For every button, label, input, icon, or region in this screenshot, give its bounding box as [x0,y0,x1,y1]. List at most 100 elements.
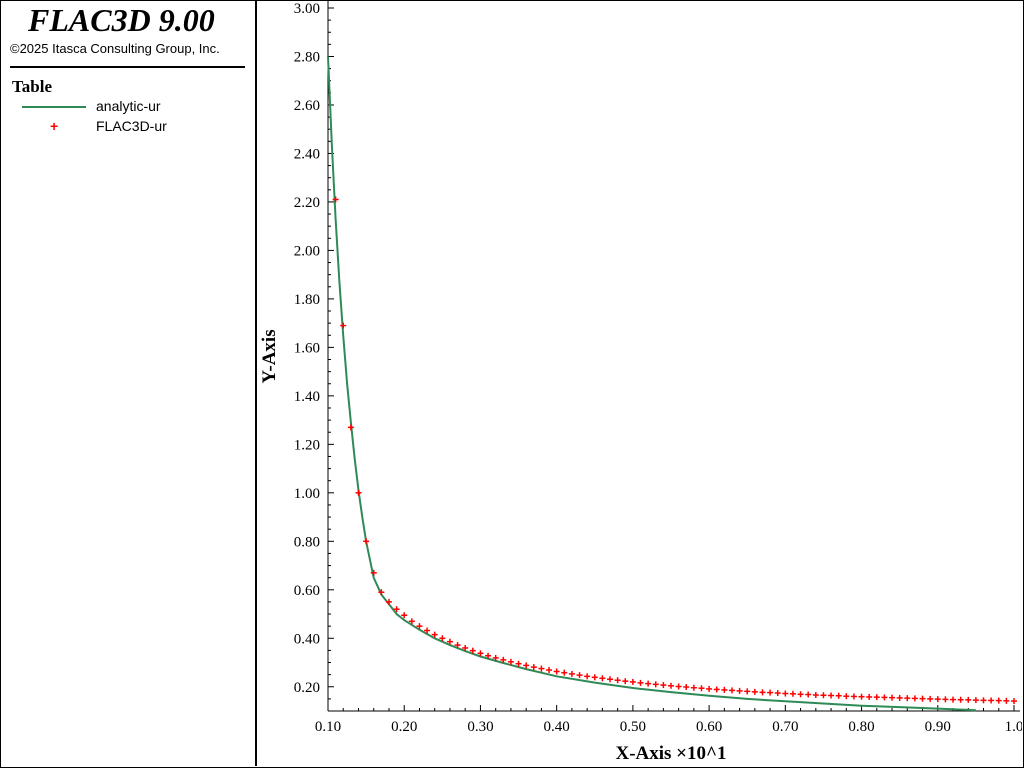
data-point-FLAC3D-ur [751,688,758,695]
legend-panel: FLAC3D 9.00 ©2025 Itasca Consulting Grou… [0,0,257,766]
data-point-FLAC3D-ur [401,612,408,619]
data-point-FLAC3D-ur [767,689,774,696]
data-point-FLAC3D-ur [584,673,591,680]
data-point-FLAC3D-ur [820,692,827,699]
x-tick-label: 1.0 [1005,719,1022,735]
x-tick-label: 0.80 [848,719,874,735]
copyright-notice: ©2025 Itasca Consulting Group, Inc. [10,41,220,56]
data-point-FLAC3D-ur [614,677,621,684]
data-point-FLAC3D-ur [530,664,537,671]
series-line-analytic-ur [327,56,976,712]
data-point-FLAC3D-ur [797,691,804,698]
data-point-FLAC3D-ur [347,424,354,431]
data-point-FLAC3D-ur [591,674,598,681]
data-point-FLAC3D-ur [980,697,987,704]
y-tick-label: 2.80 [294,49,320,65]
data-point-FLAC3D-ur [721,686,728,693]
x-tick-label: 0.30 [467,719,493,735]
data-point-FLAC3D-ur [881,694,888,701]
y-tick-label: 2.40 [294,146,320,162]
data-point-FLAC3D-ur [896,694,903,701]
y-tick-label: 1.60 [294,340,320,356]
data-point-FLAC3D-ur [927,695,934,702]
x-tick-label: 0.40 [544,719,570,735]
data-point-FLAC3D-ur [446,638,453,645]
data-point-FLAC3D-ur [911,695,918,702]
x-tick-label: 0.90 [925,719,951,735]
data-point-FLAC3D-ur [355,489,362,496]
x-tick-label: 0.10 [315,719,341,735]
data-point-FLAC3D-ur [439,635,446,642]
data-point-FLAC3D-ur [637,679,644,686]
data-point-FLAC3D-ur [568,670,575,677]
data-point-FLAC3D-ur [850,693,857,700]
data-point-FLAC3D-ur [835,692,842,699]
data-point-FLAC3D-ur [424,627,431,634]
y-tick-label: 2.60 [294,98,320,114]
data-point-FLAC3D-ur [477,650,484,657]
y-tick-label: 1.80 [294,292,320,308]
data-point-FLAC3D-ur [889,694,896,701]
data-point-FLAC3D-ur [416,623,423,630]
data-point-FLAC3D-ur [385,598,392,605]
data-point-FLAC3D-ur [1003,697,1010,704]
chart-axes: 0.10 0.20 0.30 0.40 0.50 0.60 0.70 0.80 0.90 1.00… [294,0,1022,735]
chart-series-layer [327,56,1017,712]
data-point-FLAC3D-ur [462,644,469,651]
data-point-FLAC3D-ur [873,694,880,701]
data-point-FLAC3D-ur [507,658,514,665]
data-point-FLAC3D-ur [774,690,781,697]
data-point-FLAC3D-ur [340,322,347,329]
data-point-FLAC3D-ur [789,690,796,697]
data-point-FLAC3D-ur [500,656,507,663]
data-point-FLAC3D-ur [965,696,972,703]
data-point-FLAC3D-ur [561,669,568,676]
data-point-FLAC3D-ur [485,652,492,659]
data-point-FLAC3D-ur [675,683,682,690]
data-point-FLAC3D-ur [370,569,377,576]
data-point-FLAC3D-ur [683,684,690,691]
plus-marker-icon: + [50,118,59,134]
x-tick-label: 0.60 [696,719,722,735]
y-tick-label: 2.20 [294,195,320,211]
x-tick-label: 0.50 [620,719,646,735]
data-point-FLAC3D-ur [706,685,713,692]
y-tick-label: 1.40 [294,389,320,405]
data-point-FLAC3D-ur [660,682,667,689]
y-tick-label: 0.80 [294,534,320,550]
data-point-FLAC3D-ur [378,589,385,596]
data-point-FLAC3D-ur [728,687,735,694]
y-tick-label: 3.00 [294,1,320,17]
x-axis-title: X-Axis ×10^1 [615,743,726,764]
y-tick-label: 1.00 [294,486,320,502]
data-point-FLAC3D-ur [744,688,751,695]
y-tick-label: 1.20 [294,437,320,453]
data-point-FLAC3D-ur [431,631,438,638]
data-point-FLAC3D-ur [942,696,949,703]
data-point-FLAC3D-ur [950,696,957,703]
data-point-FLAC3D-ur [957,696,964,703]
data-point-FLAC3D-ur [759,689,766,696]
data-point-FLAC3D-ur [408,618,415,625]
legend-divider [10,66,245,68]
y-tick-label: 0.20 [294,680,320,696]
legend-item-flac3d-ur[interactable]: + FLAC3D-ur [22,118,242,136]
data-point-FLAC3D-ur [698,685,705,692]
data-point-FLAC3D-ur [843,693,850,700]
data-point-FLAC3D-ur [629,678,636,685]
data-point-FLAC3D-ur [858,693,865,700]
x-tick-label: 0.70 [772,719,798,735]
legend-item-analytic-ur[interactable]: analytic-ur [22,98,242,116]
data-point-FLAC3D-ur [363,538,370,545]
data-point-FLAC3D-ur [1011,698,1017,705]
data-point-FLAC3D-ur [713,686,720,693]
y-tick-label: 0.60 [294,583,320,599]
data-point-FLAC3D-ur [454,642,461,649]
data-point-FLAC3D-ur [919,695,926,702]
line-swatch-icon [22,106,86,108]
data-point-FLAC3D-ur [622,678,629,685]
data-point-FLAC3D-ur [645,680,652,687]
y-axis-title: Y-Axis [259,329,280,383]
data-point-FLAC3D-ur [866,693,873,700]
x-tick-label: 0.20 [391,719,417,735]
